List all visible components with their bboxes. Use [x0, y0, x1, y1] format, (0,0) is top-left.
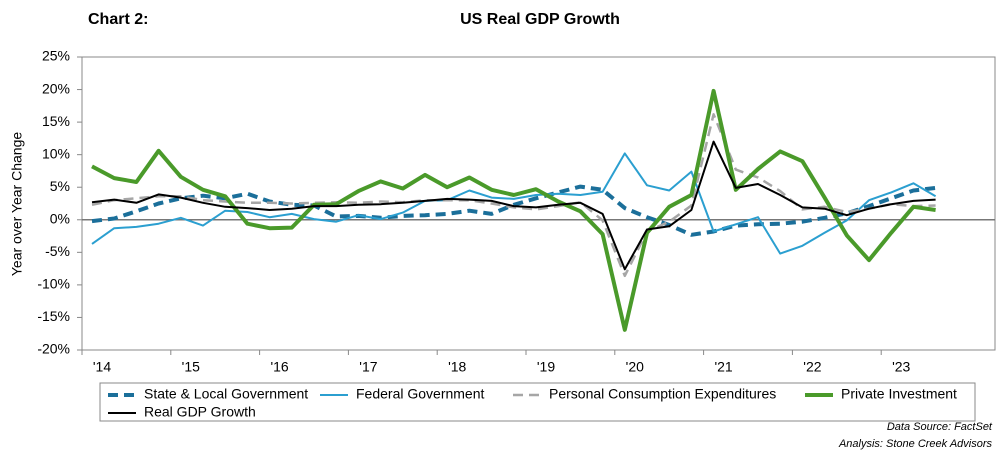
y-tick-label: -5% [45, 243, 70, 259]
analysis-note: Analysis: Stone Creek Advisors [838, 438, 993, 450]
x-tick-label: '23 [892, 359, 910, 375]
series-line [91, 88, 936, 332]
x-tick-label: '16 [270, 359, 288, 375]
y-tick-label: -20% [37, 341, 70, 357]
x-tick-label: '19 [537, 359, 555, 375]
y-tick-label: -15% [37, 308, 70, 324]
chart-title: US Real GDP Growth [460, 11, 620, 28]
x-tick-label: '22 [803, 359, 821, 375]
legend-frame [99, 382, 976, 422]
plot-frame [81, 56, 996, 351]
x-tick-label: '18 [448, 359, 466, 375]
x-tick-label: '20 [626, 359, 644, 375]
y-tick-label: 10% [42, 145, 70, 161]
legend-label: Private Investment [841, 386, 957, 402]
legend-label: State & Local Government [144, 386, 308, 402]
y-tick-label: 25% [42, 48, 70, 64]
y-tick-label: -10% [37, 276, 70, 292]
x-tick-label: '14 [93, 359, 111, 375]
legend-label: Personal Consumption Expenditures [549, 386, 776, 402]
chart-label: Chart 2: [88, 11, 148, 28]
legend-label: Federal Government [356, 386, 485, 402]
y-axis-label: Year over Year Change [9, 132, 25, 276]
y-tick-label: 0% [50, 210, 70, 226]
series-line [91, 184, 936, 237]
y-tick-label: 20% [42, 80, 70, 96]
y-tick-label: 15% [42, 113, 70, 129]
series-line [91, 140, 936, 271]
x-tick-label: '15 [182, 359, 200, 375]
x-tick-label: '17 [359, 359, 377, 375]
y-tick-label: 5% [50, 178, 70, 194]
series-line [91, 152, 937, 255]
x-tick-label: '21 [714, 359, 732, 375]
source-note: Data Source: FactSet [887, 421, 993, 433]
legend-label: Real GDP Growth [144, 404, 256, 420]
